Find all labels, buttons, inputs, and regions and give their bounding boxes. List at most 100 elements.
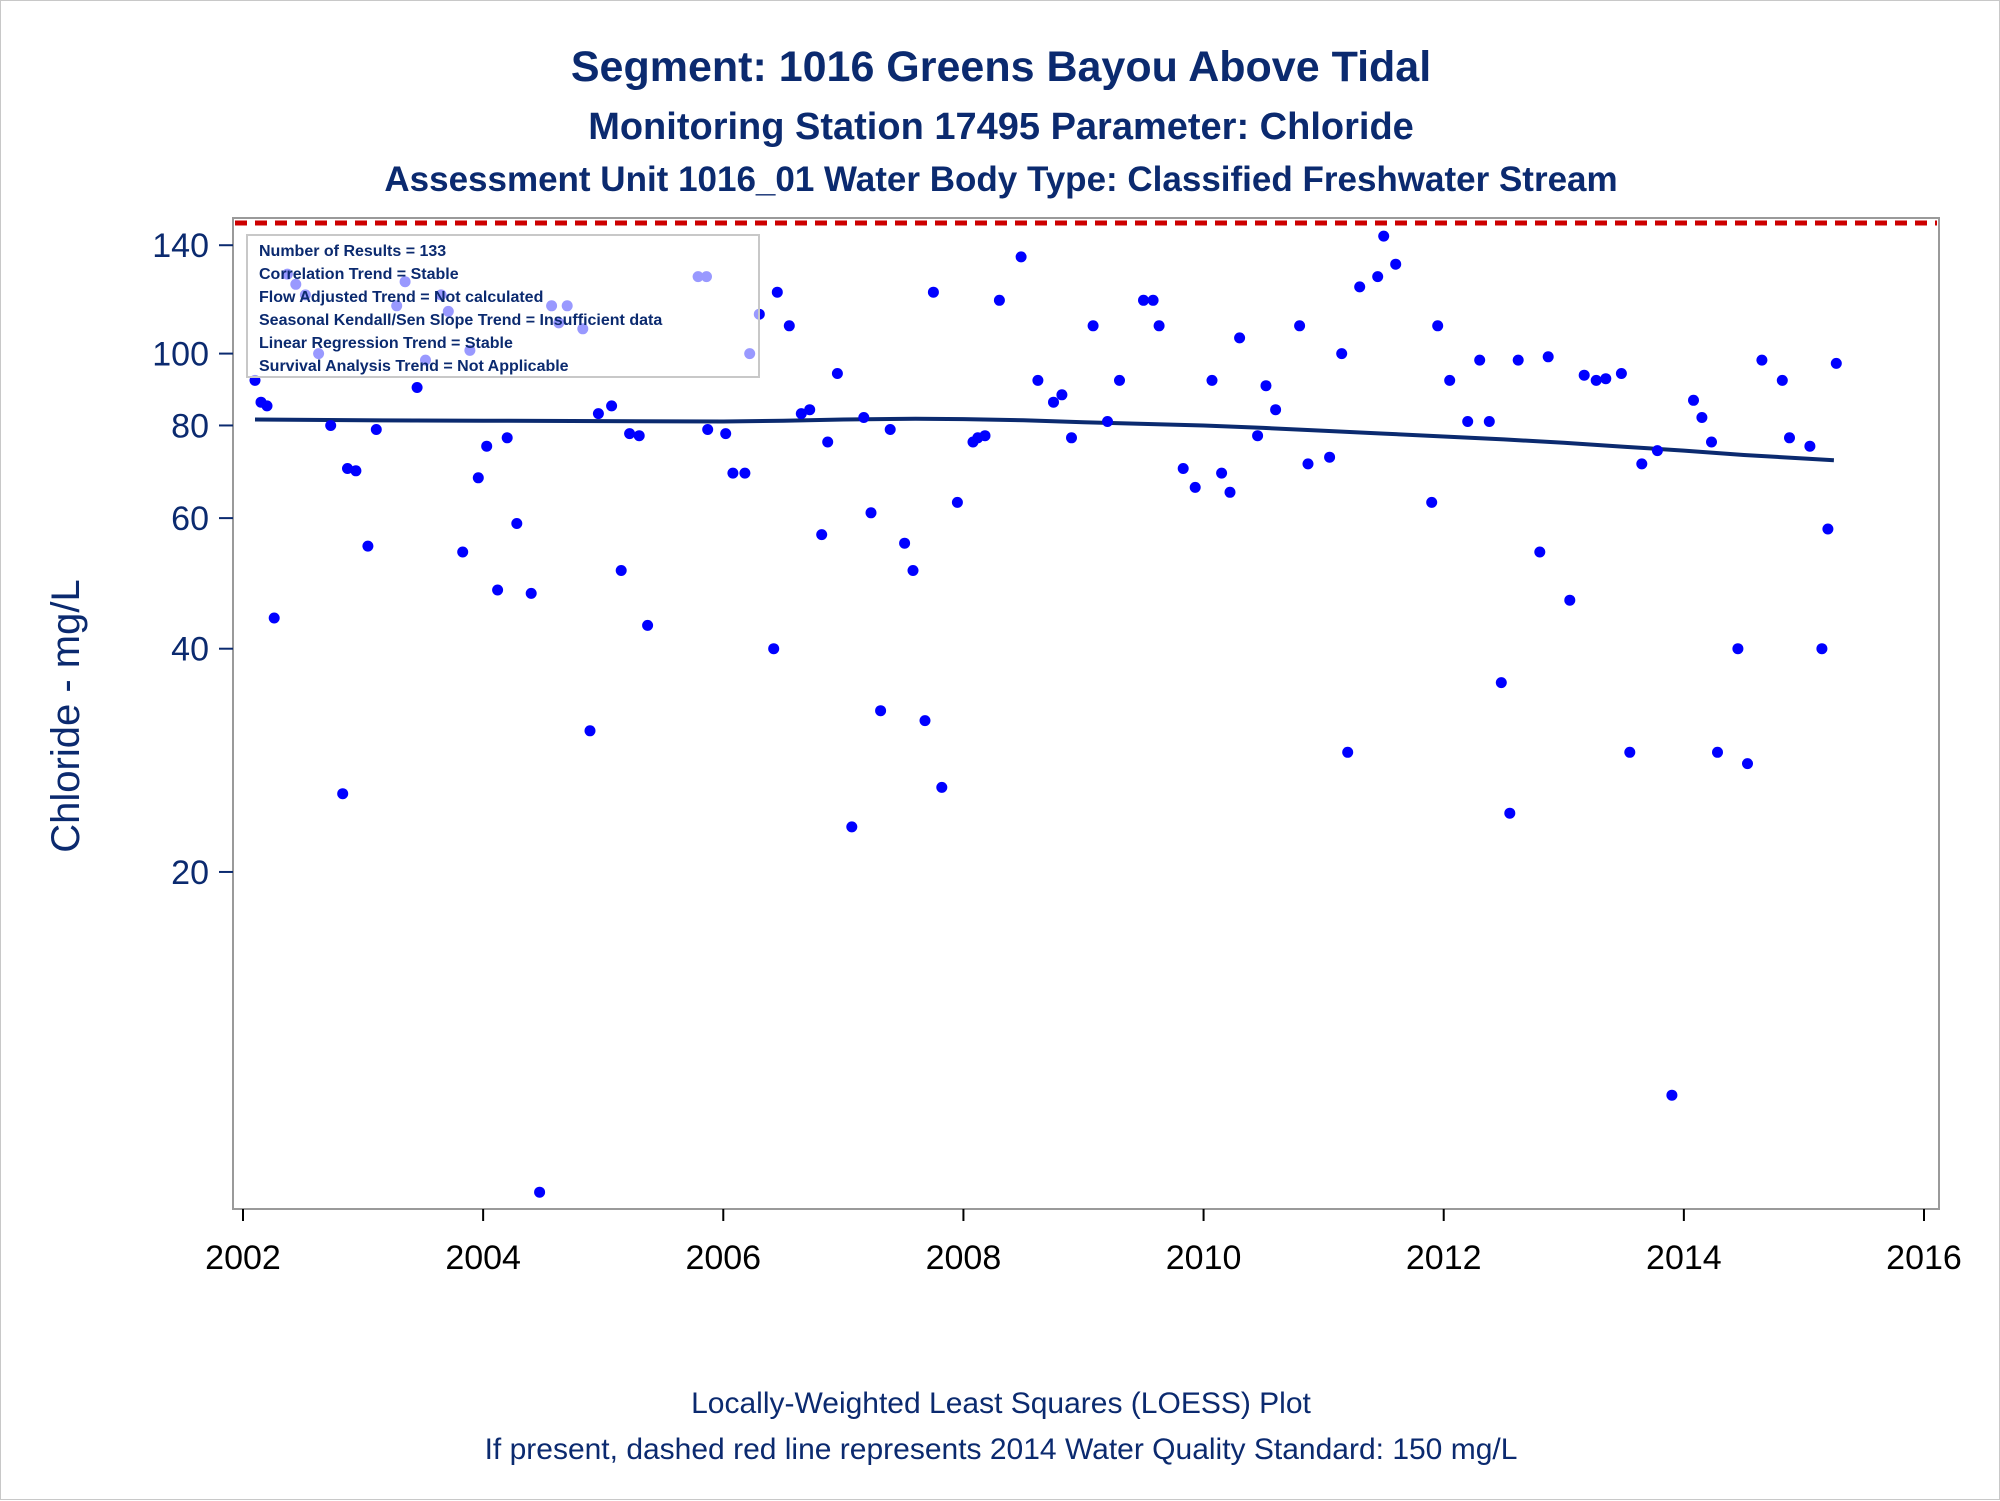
data-point	[624, 428, 636, 440]
data-point	[1378, 230, 1390, 242]
y-tick-label: 20	[171, 854, 209, 892]
data-point	[1542, 351, 1554, 363]
data-point	[1816, 643, 1828, 655]
data-point	[1354, 281, 1366, 293]
x-tick-label: 2016	[1886, 1239, 1962, 1277]
data-point	[1474, 354, 1486, 366]
data-point	[993, 294, 1005, 306]
data-point	[325, 420, 337, 431]
data-point	[771, 286, 783, 298]
data-point	[865, 507, 877, 519]
data-point	[1822, 523, 1834, 535]
data-point	[362, 540, 374, 552]
data-point	[1177, 463, 1189, 474]
data-point	[1462, 416, 1474, 427]
data-point	[816, 529, 828, 541]
data-point	[525, 587, 537, 599]
data-point	[337, 788, 349, 800]
data-point	[411, 382, 423, 393]
data-point	[1114, 374, 1125, 386]
data-point	[584, 725, 596, 737]
x-tick-label: 2010	[1166, 1239, 1242, 1277]
data-point	[1015, 251, 1027, 263]
data-point	[606, 400, 618, 412]
data-point	[370, 424, 382, 435]
chart-title: Segment: 1016 Greens Bayou Above Tidal	[571, 43, 1431, 91]
data-point	[1666, 1089, 1678, 1101]
data-point	[1651, 445, 1663, 457]
data-point	[1153, 320, 1165, 332]
footnote-standard: If present, dashed red line represents 2…	[485, 1433, 1518, 1466]
data-point	[1742, 758, 1753, 770]
data-point	[795, 408, 807, 420]
y-tick-label: 60	[171, 500, 209, 538]
data-point	[858, 412, 870, 423]
stats-box-border	[246, 234, 760, 378]
x-tick-label: 2006	[685, 1239, 761, 1277]
data-point	[720, 428, 732, 440]
data-point	[1830, 357, 1842, 369]
chart-subtitle-2: Assessment Unit 1016_01 Water Body Type:…	[384, 160, 1617, 199]
data-point	[1206, 374, 1218, 386]
data-point	[1426, 496, 1438, 508]
x-tick-label: 2008	[926, 1239, 1002, 1277]
data-point	[783, 320, 795, 332]
data-point	[1504, 807, 1516, 819]
x-tick-label: 2012	[1406, 1239, 1482, 1277]
data-point	[1087, 320, 1099, 332]
stats-box: Number of Results = 133 Correlation Tren…	[246, 234, 760, 378]
data-point	[739, 467, 751, 479]
stats-line-regression: Linear Regression Trend = Stable	[259, 335, 513, 352]
data-point	[804, 404, 816, 416]
stats-line-results: Number of Results = 133	[259, 243, 446, 260]
data-point	[457, 546, 469, 558]
stats-line-correlation: Correlation Trend = Stable	[259, 266, 459, 283]
data-point	[1615, 368, 1627, 379]
y-axis: 20 40 60 80 100 140	[152, 227, 233, 892]
data-point	[633, 430, 645, 442]
data-point	[702, 424, 714, 435]
data-point	[1260, 380, 1272, 392]
data-point	[1784, 432, 1795, 444]
data-point	[592, 408, 604, 420]
data-point	[1444, 374, 1456, 386]
data-point	[919, 715, 931, 727]
data-point	[822, 436, 834, 448]
data-point	[268, 612, 280, 624]
data-point	[511, 518, 523, 529]
data-point	[1056, 389, 1068, 401]
data-point	[1324, 451, 1336, 463]
data-point	[1712, 746, 1723, 758]
data-point	[1102, 416, 1113, 427]
data-point	[1578, 369, 1590, 381]
chart-subtitle: Monitoring Station 17495 Parameter: Chlo…	[588, 106, 1414, 148]
data-point	[481, 440, 493, 452]
data-point	[615, 565, 627, 576]
data-point	[1066, 432, 1077, 444]
data-point	[907, 565, 919, 576]
y-tick-label: 140	[152, 227, 209, 265]
data-point	[1483, 416, 1495, 427]
data-point	[1495, 677, 1507, 689]
data-point	[1372, 271, 1384, 283]
data-point	[1688, 394, 1699, 406]
data-point	[1600, 373, 1612, 385]
data-point	[1756, 354, 1768, 366]
data-point	[350, 465, 362, 477]
data-point	[1512, 354, 1524, 366]
data-point	[261, 400, 273, 412]
data-point	[1564, 594, 1576, 606]
data-point	[927, 286, 939, 298]
plot-area	[232, 217, 1940, 1210]
data-point	[642, 619, 654, 631]
data-point	[875, 705, 887, 717]
data-point	[1390, 258, 1402, 270]
data-point	[1776, 374, 1788, 386]
y-tick-label: 40	[171, 631, 209, 669]
data-point	[501, 432, 513, 444]
data-point	[472, 472, 484, 484]
data-point	[1706, 436, 1717, 448]
data-point	[1732, 643, 1744, 655]
